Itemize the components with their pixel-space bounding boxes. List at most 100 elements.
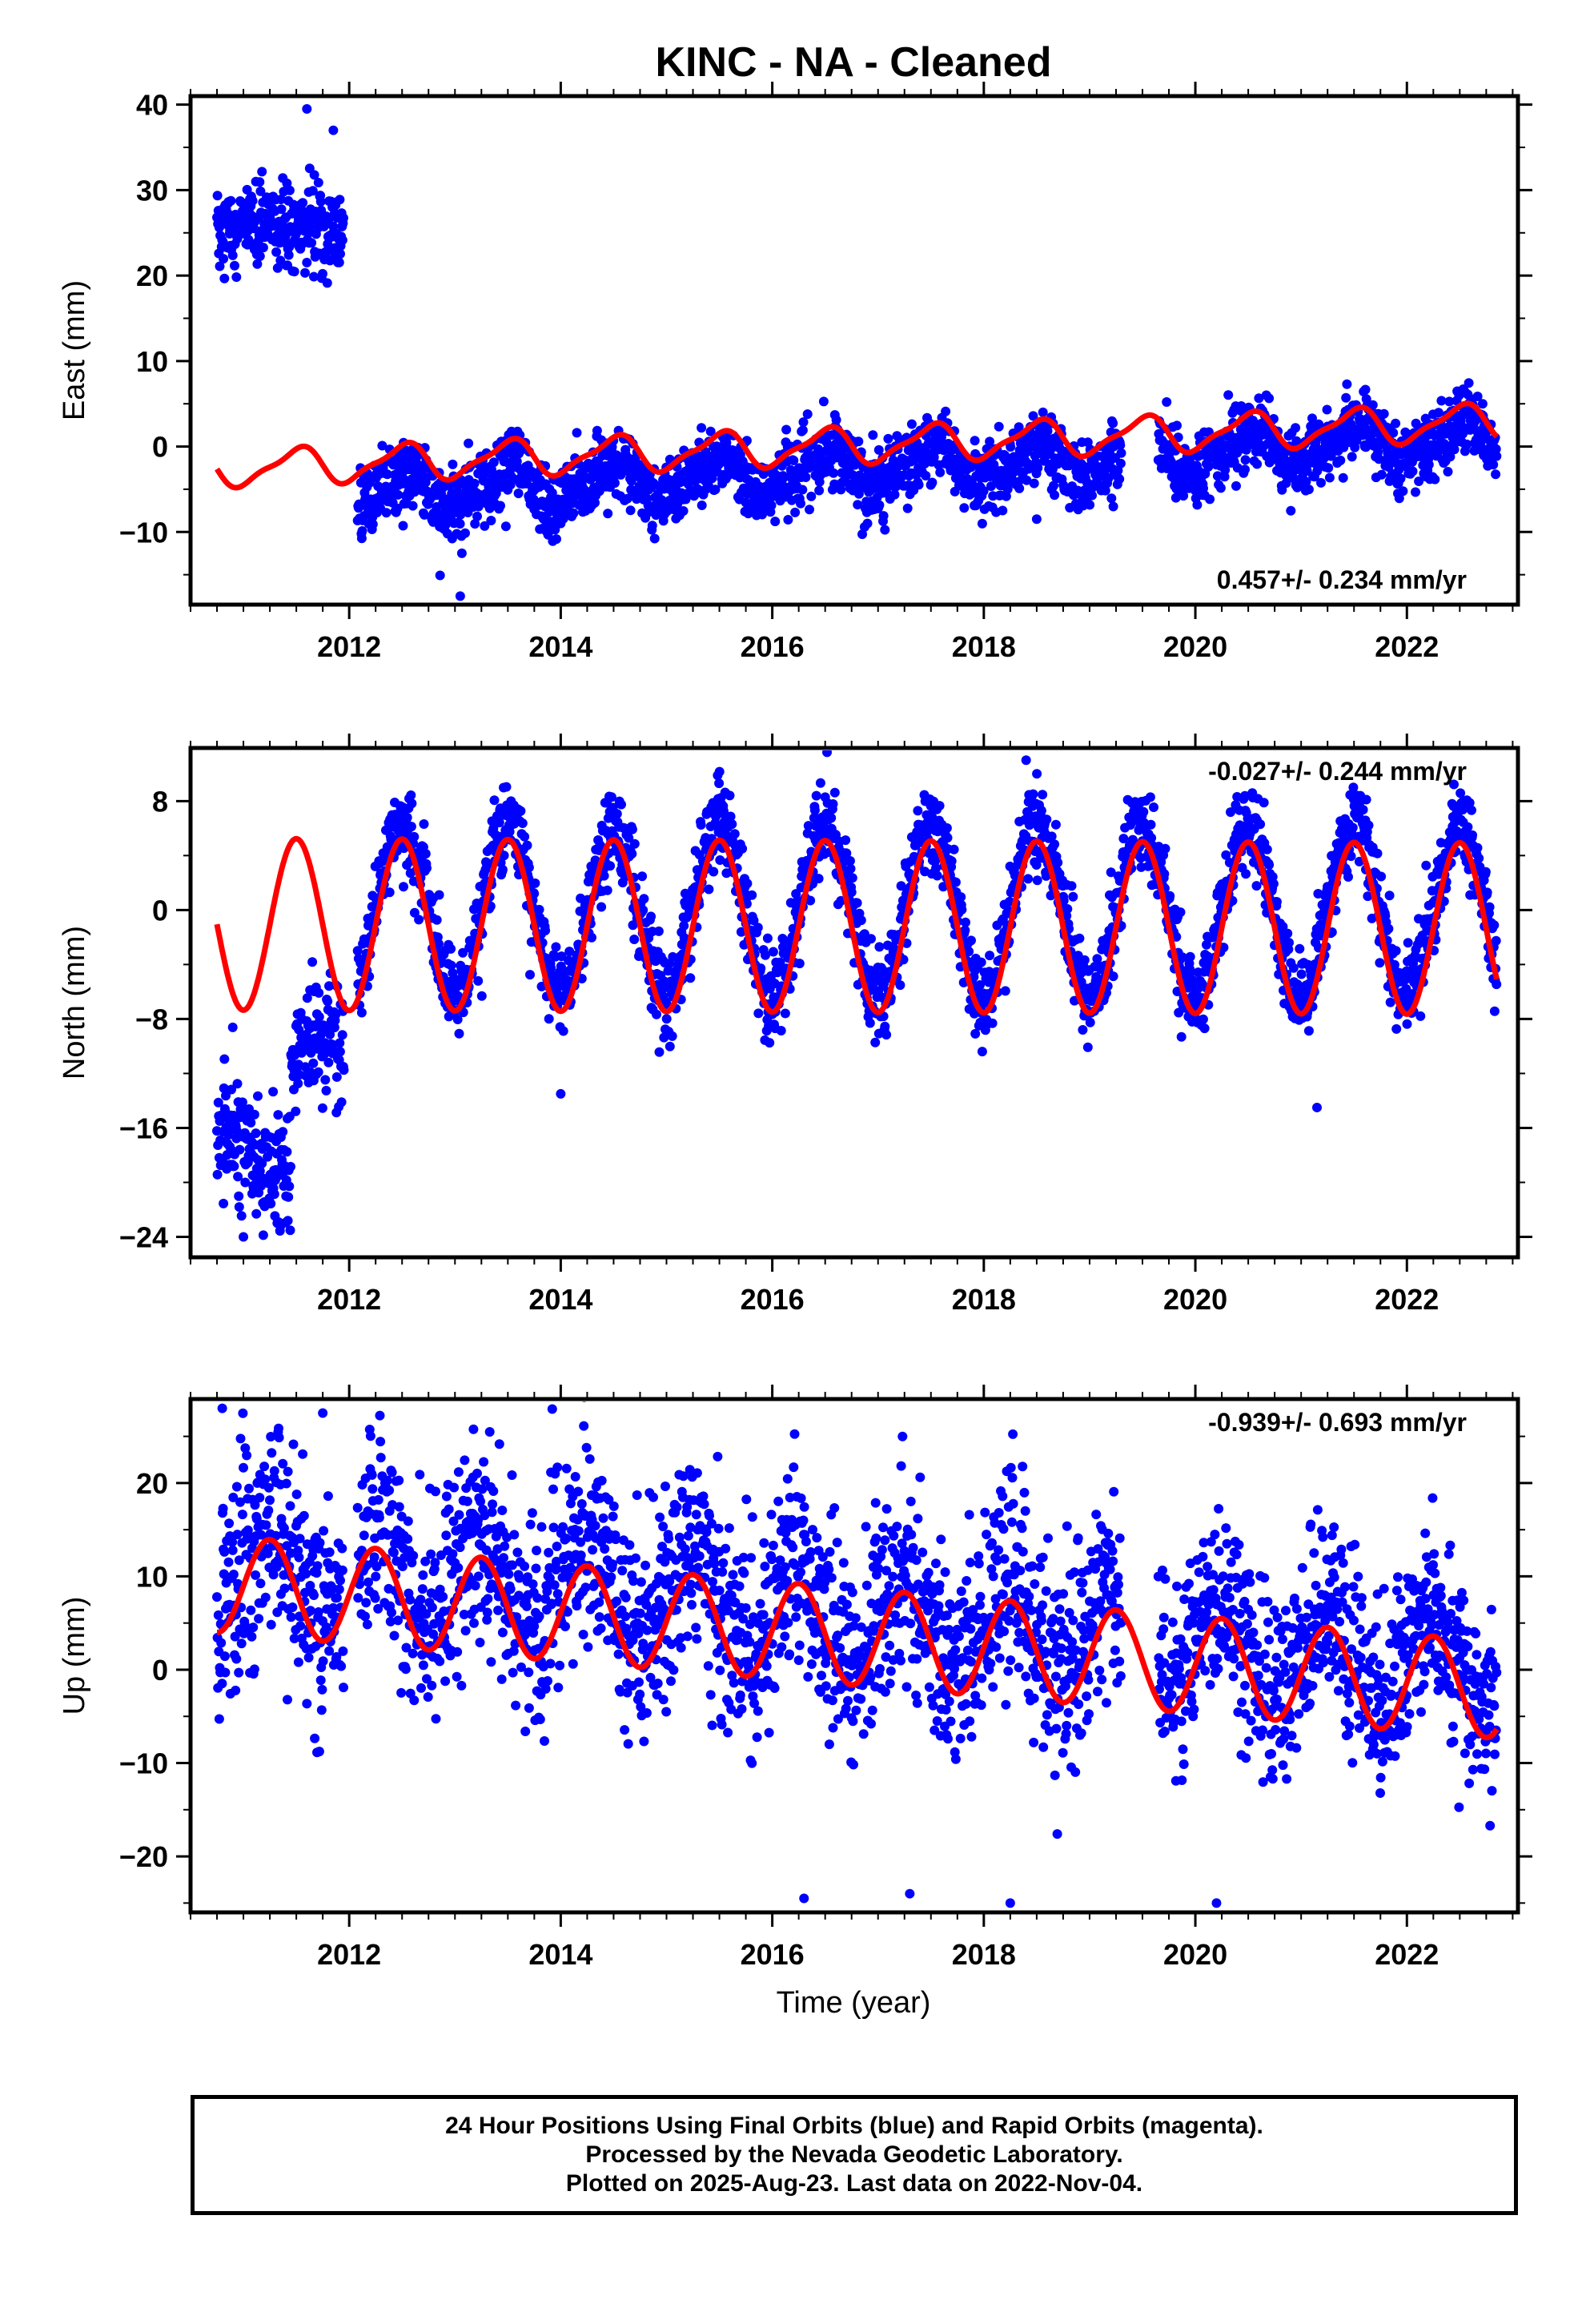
data-point: [473, 975, 484, 986]
data-point: [753, 923, 763, 933]
data-point: [1373, 447, 1383, 457]
data-point: [654, 1047, 665, 1057]
data-point: [1444, 396, 1455, 407]
data-point: [865, 1018, 875, 1028]
data-point: [1291, 436, 1302, 446]
data-point: [1464, 378, 1474, 388]
data-point: [1074, 933, 1085, 943]
data-point: [556, 518, 566, 529]
data-point: [603, 509, 613, 519]
data-point: [1192, 500, 1203, 510]
data-point: [213, 1097, 223, 1108]
data-point: [229, 1161, 239, 1172]
data-point: [602, 885, 612, 895]
data-point: [446, 943, 456, 954]
data-point: [1138, 806, 1149, 817]
data-point: [525, 970, 535, 980]
data-point: [805, 505, 814, 515]
data-point: [1241, 444, 1251, 455]
data-point: [496, 501, 505, 511]
data-point: [775, 957, 785, 967]
data-point: [564, 947, 575, 957]
data-point: [836, 485, 846, 495]
data-point: [313, 178, 323, 187]
data-point: [935, 467, 946, 477]
x-tick-label: 2018: [952, 630, 1016, 663]
data-point: [234, 1191, 244, 1201]
data-point: [1100, 485, 1110, 496]
data-point: [1046, 831, 1057, 842]
data-point: [932, 870, 942, 881]
data-point: [420, 477, 431, 488]
data-point: [986, 481, 996, 492]
data-point: [1050, 839, 1060, 850]
y-tick-label: 0: [152, 894, 168, 927]
data-point: [829, 787, 840, 798]
data-point: [1115, 440, 1126, 450]
data-point: [409, 831, 420, 842]
data-point: [709, 866, 719, 877]
data-point: [1106, 867, 1116, 878]
data-point: [1049, 480, 1058, 491]
data-point: [302, 104, 312, 115]
data-point: [1050, 490, 1060, 501]
data-point: [212, 1169, 223, 1180]
data-point: [406, 790, 416, 800]
data-point: [337, 235, 347, 245]
x-tick-label: 2014: [528, 1283, 592, 1316]
data-point: [976, 957, 986, 967]
data-point: [927, 477, 938, 488]
x-tick-label: 2022: [1375, 1283, 1439, 1316]
data-point: [302, 257, 312, 267]
data-point: [889, 489, 900, 500]
data-point: [406, 822, 416, 832]
data-point: [235, 1144, 245, 1155]
data-point: [977, 1047, 987, 1057]
data-point: [352, 946, 363, 956]
data-point: [482, 860, 492, 870]
data-point: [1092, 954, 1102, 964]
data-point: [501, 782, 512, 792]
data-point: [552, 534, 561, 545]
data-point: [942, 823, 952, 833]
data-point: [409, 907, 420, 918]
data-point: [753, 1008, 764, 1019]
data-point: [661, 1014, 672, 1024]
plot-frame: [188, 746, 1520, 1260]
x-tick-label: 2016: [741, 1283, 805, 1316]
data-point: [1068, 891, 1078, 902]
data-point: [282, 1147, 292, 1157]
data-point: [624, 833, 634, 843]
data-point: [829, 468, 839, 478]
data-point: [1085, 500, 1095, 510]
data-point: [321, 1085, 331, 1096]
data-point: [725, 790, 735, 801]
data-point: [497, 865, 508, 875]
y-tick-label: 20: [136, 259, 168, 292]
data-point: [998, 505, 1008, 516]
data-point: [1062, 904, 1073, 914]
data-point: [323, 996, 333, 1007]
data-point: [815, 778, 825, 788]
data-point: [335, 1038, 345, 1048]
data-point: [1223, 390, 1234, 400]
data-point: [339, 1065, 349, 1076]
data-point: [255, 177, 265, 187]
data-point: [494, 818, 504, 828]
data-point: [629, 838, 640, 849]
data-point: [446, 960, 456, 971]
data-point: [487, 464, 496, 475]
panel-north: 2012 2014 2016 2018 2020 2022−24−16−808North …: [58, 734, 1532, 1316]
data-point: [455, 591, 465, 601]
data-point: [957, 904, 967, 915]
data-point: [476, 991, 487, 1001]
data-point: [913, 806, 923, 816]
data-point: [258, 243, 268, 253]
data-point: [556, 951, 567, 962]
data-point: [628, 920, 638, 931]
data-point: [320, 1075, 331, 1085]
data-point: [906, 419, 917, 429]
data-point: [1082, 1042, 1093, 1052]
data-point: [529, 888, 540, 899]
data-point: [337, 1030, 347, 1040]
